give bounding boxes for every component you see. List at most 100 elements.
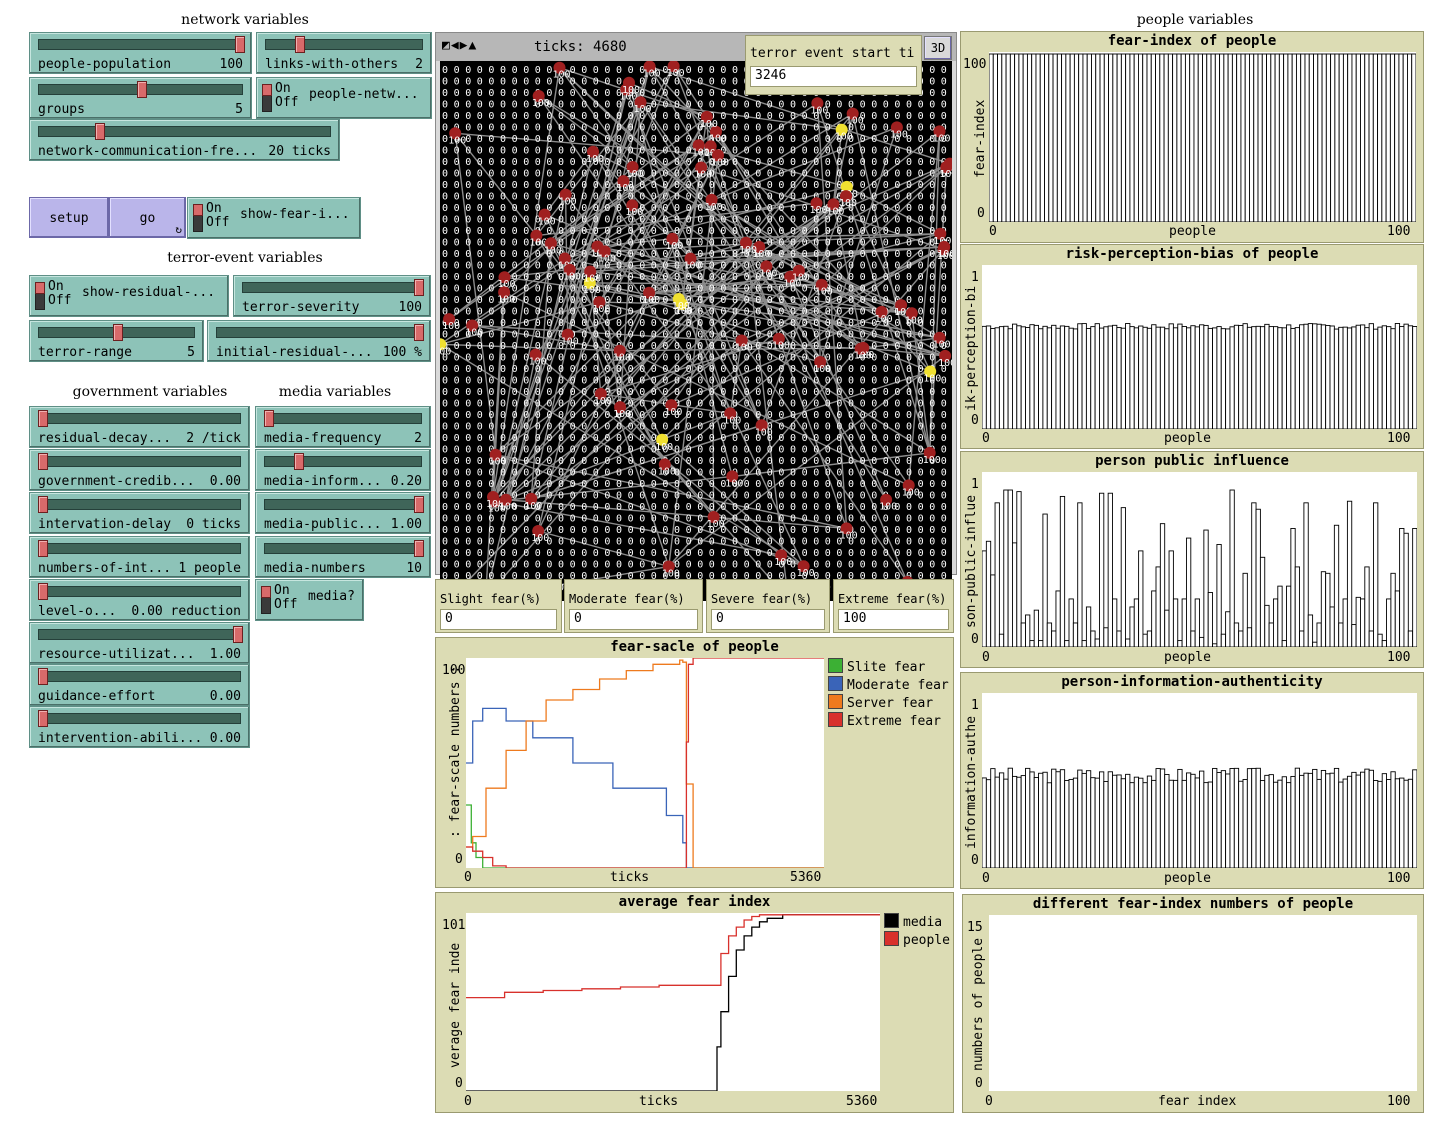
svg-text:0: 0 [709, 169, 715, 180]
svg-text:0: 0 [581, 525, 587, 536]
svg-text:0: 0 [639, 491, 645, 502]
slider-knob[interactable] [38, 540, 48, 557]
svg-text:0: 0 [570, 100, 576, 111]
level-of-reduction-slider[interactable]: level-o... 0.00 reduction [29, 579, 250, 621]
bar [1055, 590, 1061, 647]
svg-text:0: 0 [546, 399, 552, 410]
svg-text:0: 0 [883, 272, 889, 283]
show-fear-index-switch[interactable]: On Off show-fear-i... [187, 197, 361, 239]
svg-text:100: 100 [890, 129, 908, 140]
svg-text:0: 0 [720, 180, 726, 191]
svg-text:0: 0 [662, 146, 668, 157]
slider-knob[interactable] [112, 324, 123, 341]
svg-text:0: 0 [581, 376, 587, 387]
media-information-slider[interactable]: media-inform... 0.20 [255, 449, 431, 491]
svg-text:0: 0 [500, 318, 506, 329]
slider-knob[interactable] [295, 36, 305, 53]
toggle-handle[interactable] [261, 586, 271, 614]
slider-label: level-o... [38, 604, 116, 619]
initial-residual-slider[interactable]: initial-residual-... 100 % [207, 320, 431, 362]
slider-knob[interactable] [414, 496, 424, 513]
media-numbers-slider[interactable]: media-numbers 10 [255, 536, 431, 578]
slider-knob[interactable] [38, 668, 48, 685]
view-controls-icon[interactable]: ◩◀▶▲ [442, 38, 477, 53]
slider-knob[interactable] [414, 540, 424, 557]
slider-knob[interactable] [38, 583, 48, 600]
svg-text:0: 0 [720, 341, 726, 352]
terror-severity-slider[interactable]: terror-severity 100 [233, 275, 431, 317]
people-population-slider[interactable]: people-population 100 [29, 32, 252, 74]
3d-button[interactable]: 3D [924, 36, 952, 60]
network-link [558, 67, 634, 168]
slider-knob[interactable] [38, 710, 48, 727]
numbers-of-intervention-slider[interactable]: numbers-of-int... 1 people [29, 536, 250, 578]
intervention-delay-slider[interactable]: intervation-delay 0 ticks [29, 492, 250, 534]
slider-knob[interactable] [38, 496, 48, 513]
terror-range-slider[interactable]: terror-range 5 [29, 320, 204, 362]
svg-text:0: 0 [918, 111, 924, 122]
svg-text:0: 0 [477, 272, 483, 283]
slider-knob[interactable] [233, 626, 243, 643]
svg-text:0: 0 [454, 433, 460, 444]
setup-button[interactable]: setup [29, 197, 109, 238]
svg-text:0: 0 [744, 560, 750, 571]
intervention-ability-slider[interactable]: intervention-abili... 0.00 [29, 706, 250, 748]
links-with-others-slider[interactable]: links-with-others 2 [256, 32, 432, 74]
svg-text:0: 0 [454, 249, 460, 260]
network-communication-frequency-slider[interactable]: network-communication-fre... 20 ticks [29, 119, 340, 161]
person-node [700, 110, 713, 123]
slider-knob[interactable] [264, 410, 274, 427]
svg-text:0: 0 [929, 399, 935, 410]
svg-text:0: 0 [732, 479, 738, 490]
slider-knob[interactable] [136, 81, 147, 98]
svg-text:0: 0 [535, 376, 541, 387]
svg-text:0: 0 [802, 111, 808, 122]
x-axis-label: people [1169, 224, 1216, 239]
toggle-handle[interactable] [35, 282, 45, 310]
svg-text:0: 0 [639, 65, 645, 76]
show-residual-switch[interactable]: On Off show-residual-... [29, 275, 229, 317]
people-network-switch[interactable]: On Off people-netw... [256, 77, 432, 119]
groups-slider[interactable]: groups 5 [29, 77, 252, 119]
svg-text:0: 0 [454, 410, 460, 421]
slider-knob[interactable] [38, 453, 48, 470]
slider-knob[interactable] [95, 123, 105, 140]
guidance-effort-slider[interactable]: guidance-effort 0.00 [29, 664, 250, 706]
monitor-label: terror event start ti [750, 46, 914, 61]
svg-text:0: 0 [662, 88, 668, 99]
svg-text:0: 0 [488, 295, 494, 306]
bar [1180, 53, 1186, 222]
bar [1035, 53, 1041, 222]
svg-text:0: 0 [906, 123, 912, 134]
svg-text:0: 0 [755, 387, 761, 398]
slider-knob[interactable] [294, 453, 304, 470]
go-button[interactable]: go ↻ [109, 197, 186, 238]
slider-knob[interactable] [235, 36, 245, 53]
slider-knob[interactable] [414, 279, 424, 296]
svg-text:0: 0 [558, 272, 564, 283]
media-public-slider[interactable]: media-public... 1.00 [255, 492, 431, 534]
svg-text:0: 0 [570, 456, 576, 467]
slider-knob[interactable] [38, 410, 48, 427]
toggle-handle[interactable] [262, 84, 272, 112]
svg-text:100: 100 [854, 351, 872, 362]
svg-text:0: 0 [813, 307, 819, 318]
svg-text:0: 0 [860, 364, 866, 375]
bar [1347, 53, 1353, 222]
residual-decay-slider[interactable]: residual-decay... 2 /tick [29, 406, 250, 448]
government-credibility-slider[interactable]: government-credib... 0.00 [29, 449, 250, 491]
plot-title: risk-perception-bias of people [961, 246, 1423, 262]
svg-text:0: 0 [581, 272, 587, 283]
bar [1238, 780, 1244, 868]
svg-text:0: 0 [488, 364, 494, 375]
svg-text:0: 0 [755, 134, 761, 145]
slider-knob[interactable] [414, 324, 424, 341]
toggle-handle[interactable] [193, 204, 203, 232]
media-frequency-slider[interactable]: media-frequency 2 [255, 406, 431, 448]
person-node [498, 271, 511, 284]
media-switch[interactable]: On Off media? [255, 579, 364, 621]
svg-text:0: 0 [778, 146, 784, 157]
resource-utilization-slider[interactable]: resource-utilizat... 1.00 [29, 622, 250, 664]
bar [1203, 529, 1209, 647]
